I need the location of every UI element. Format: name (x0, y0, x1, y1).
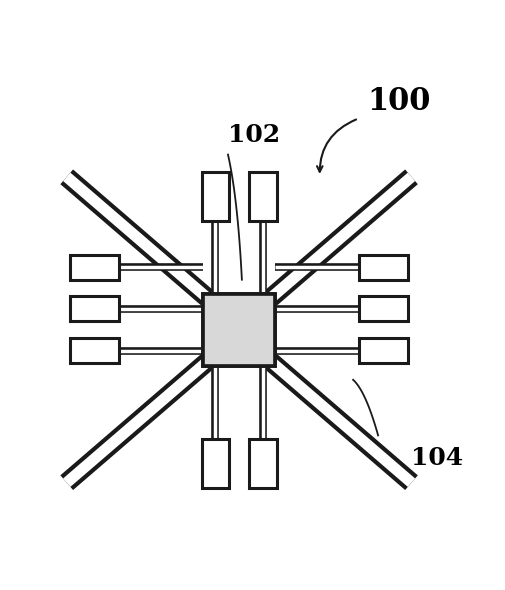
Text: 104: 104 (411, 445, 463, 470)
Bar (201, 439, 229, 487)
Text: 100: 100 (366, 86, 430, 117)
Bar (359, 255, 407, 280)
Bar (201, 172, 229, 221)
Bar (203, 294, 275, 366)
Bar (248, 172, 276, 221)
Bar (359, 296, 407, 322)
Text: 102: 102 (228, 123, 280, 147)
Bar (70, 296, 119, 322)
Bar (70, 255, 119, 280)
Bar (203, 294, 275, 366)
Bar (248, 439, 276, 487)
Bar (70, 338, 119, 363)
Bar (359, 338, 407, 363)
